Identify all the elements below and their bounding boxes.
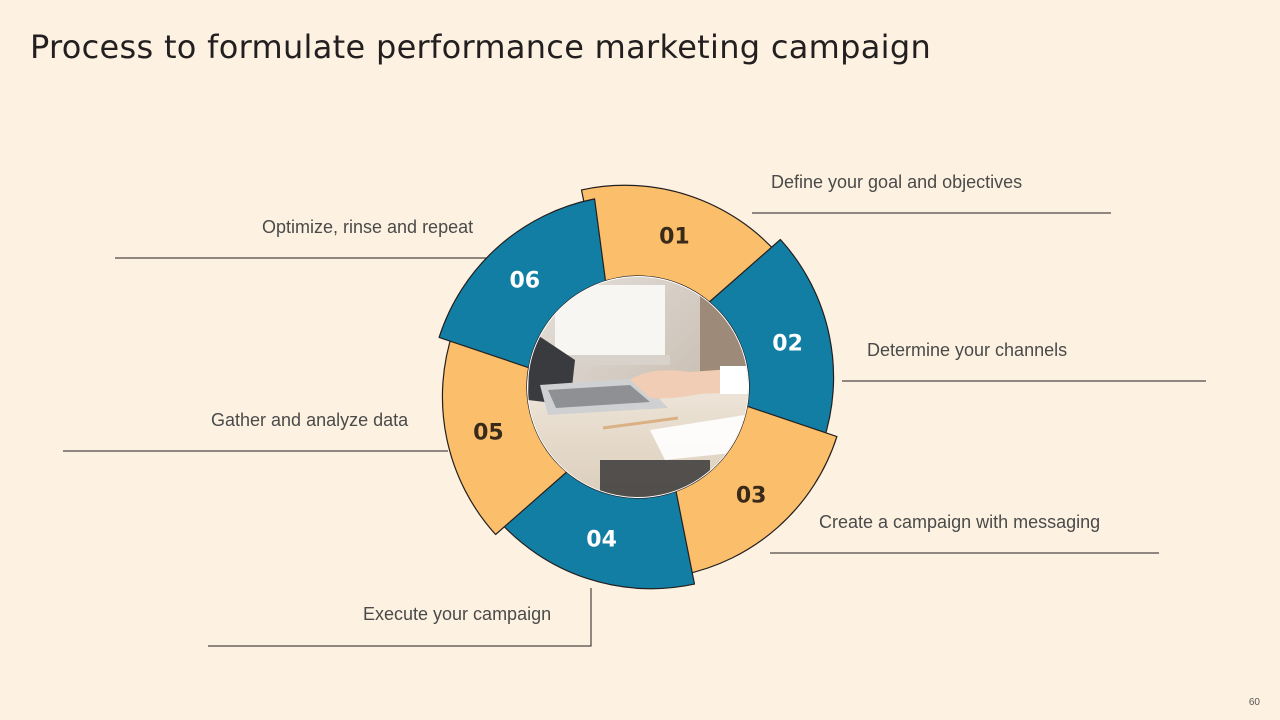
step-label-06: Optimize, rinse and repeat [262,217,474,237]
step-number-01: 01 [659,224,690,249]
page-number: 60 [1248,697,1260,708]
step-number-06: 06 [509,269,540,294]
step-number-02: 02 [772,332,803,357]
step-number-05: 05 [473,420,504,445]
step-number-03: 03 [736,483,767,508]
step-label-03: Create a campaign with messaging [819,512,1101,532]
step-label-05: Gather and analyze data [211,410,409,430]
page-title: Process to formulate performance marketi… [30,28,932,66]
step-label-04: Execute your campaign [363,604,552,624]
center-photo [527,276,749,498]
connector-line-04 [208,588,592,647]
step-label-01: Define your goal and objectives [771,172,1023,192]
connector-lines [63,212,1206,647]
step-number-04: 04 [586,528,617,553]
step-label-02: Determine your channels [867,340,1068,360]
